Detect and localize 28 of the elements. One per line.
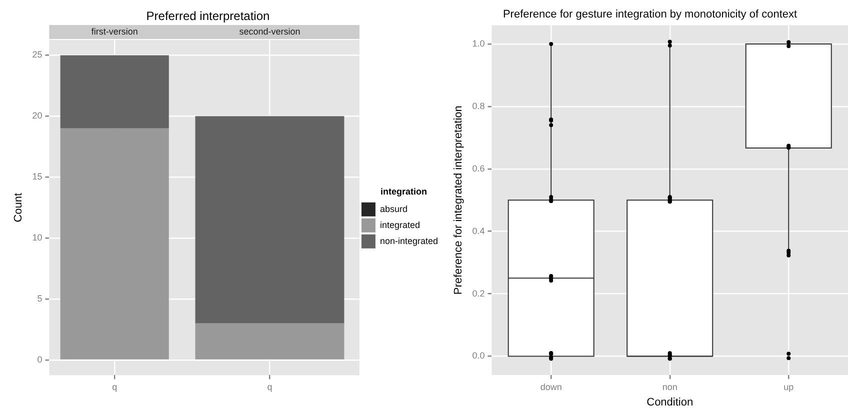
y-axis-title: Preference for integrated interpretation [452, 106, 465, 295]
y-tick-label: 15 [32, 172, 42, 182]
y-tick-label: 10 [32, 232, 42, 243]
text: Preferred interpretation [145, 8, 271, 24]
y-tick-label: 5 [37, 294, 42, 304]
x-axis-title: Condition [646, 396, 694, 408]
chart-subtitle: first-version [91, 26, 138, 36]
y-tick-label: 0.4 [472, 226, 485, 236]
y-tick-label: 20 [32, 110, 42, 121]
y-tick-label: 0.6 [472, 163, 485, 174]
legend-label: non-integrated [380, 236, 438, 246]
legend-title: integration [380, 186, 427, 197]
chart-title: Preference for gesture integration by monotonicity of context [502, 8, 798, 21]
x-tick-label: q [112, 382, 118, 392]
legend-label: absurd [380, 204, 408, 214]
y-tick-label: 0.2 [472, 288, 485, 298]
y-axis-title: Count [12, 192, 25, 222]
y-tick-label: 0.8 [472, 100, 485, 111]
y-tick-label: 25 [32, 50, 42, 60]
x-tick-label: non [662, 382, 678, 392]
x-tick-label: down [540, 382, 562, 392]
chart-subtitle: second-version [239, 26, 300, 36]
y-tick-label: 0 [37, 354, 42, 364]
x-tick-label: up [784, 382, 794, 392]
x-tick-label: q [267, 382, 272, 392]
legend-label: integrated [380, 220, 420, 230]
y-tick-label: 1.0 [472, 38, 485, 48]
y-tick-label: 0.0 [472, 350, 485, 361]
